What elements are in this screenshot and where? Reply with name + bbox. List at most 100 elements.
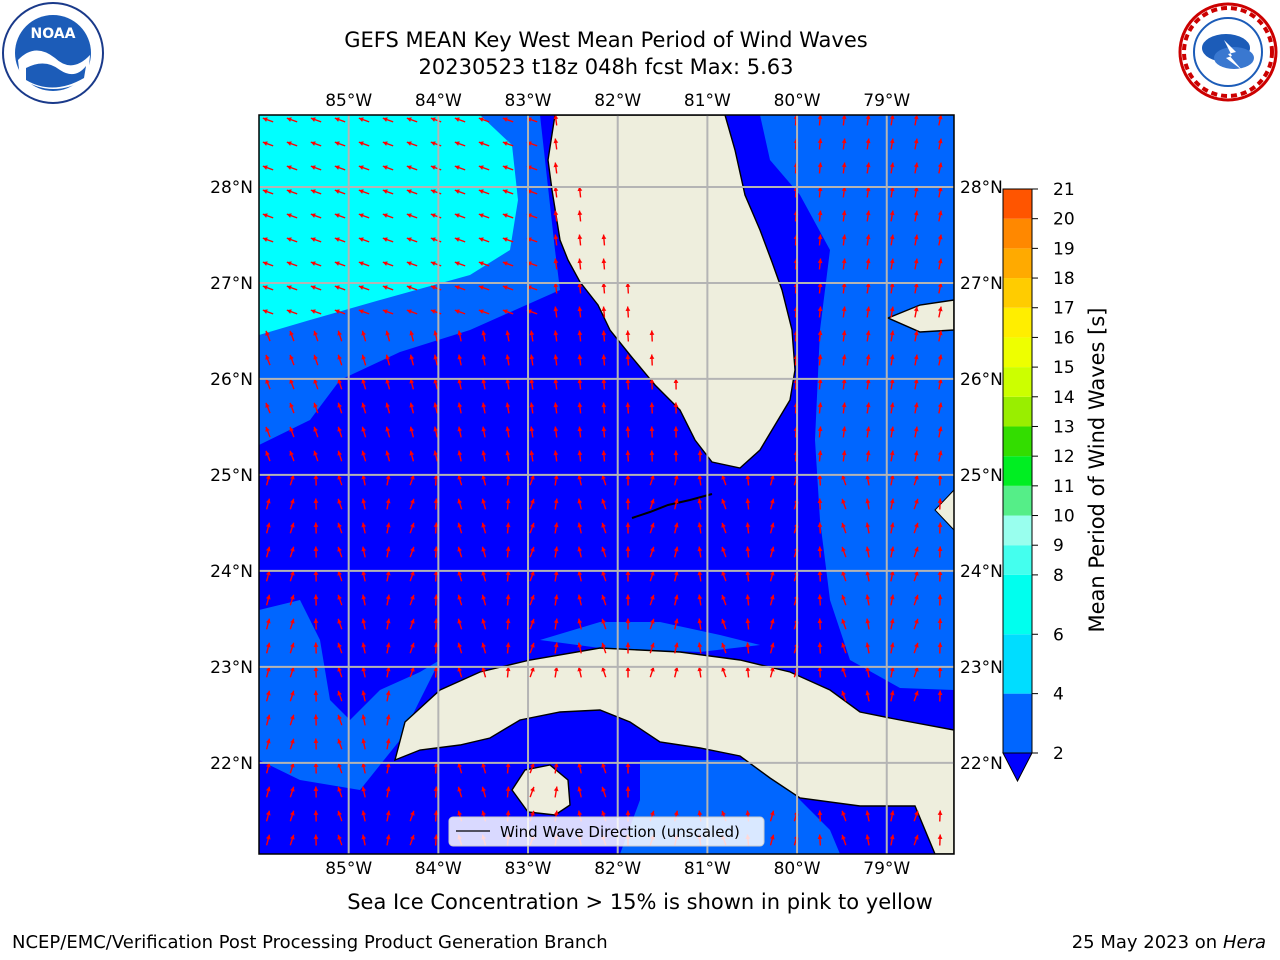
wave-direction-arrowhead	[505, 426, 511, 432]
wave-direction-arrowhead	[265, 618, 271, 624]
wave-direction-arrowhead	[290, 834, 295, 840]
wave-direction-arrowhead	[889, 186, 895, 192]
wave-direction-arrowhead	[481, 402, 487, 408]
wave-direction-arrowhead	[745, 546, 751, 552]
wave-direction-arrowhead	[889, 234, 895, 240]
wave-direction-arrowhead	[530, 474, 535, 480]
wave-direction-arrowhead	[337, 402, 342, 408]
wave-direction-arrowhead	[913, 306, 919, 312]
wave-direction-arrowhead	[889, 618, 895, 624]
wave-direction-arrowhead	[262, 309, 268, 314]
wave-direction-arrowhead	[505, 570, 511, 576]
wave-direction-arrowhead	[457, 354, 463, 360]
wave-direction-arrowhead	[817, 570, 823, 576]
wave-direction-arrowhead	[361, 834, 367, 840]
wave-direction-arrowhead	[937, 618, 943, 623]
wave-direction-arrowhead	[601, 474, 606, 480]
wave-direction-arrowhead	[889, 426, 895, 432]
wave-direction-arrowhead	[478, 117, 484, 122]
wave-direction-arrowhead	[889, 834, 895, 840]
wave-direction-arrowhead	[650, 594, 655, 600]
wave-direction-arrowhead	[769, 570, 775, 576]
wave-direction-arrowhead	[361, 450, 366, 456]
wave-direction-arrowhead	[721, 666, 726, 672]
colorbar-tick-label: 14	[1053, 388, 1075, 408]
wave-direction-arrowhead	[502, 117, 508, 122]
wave-direction-arrowhead	[745, 474, 751, 480]
wave-direction-arrowhead	[721, 522, 726, 528]
wave-direction-arrowhead	[433, 354, 439, 360]
wave-direction-arrowhead	[553, 354, 559, 360]
wave-direction-arrowhead	[865, 594, 871, 600]
map-axis-labels: 85°W 85°W 84°W 84°W 83°W 83°W 82°W 82°W 81°W 81°W…	[210, 91, 1003, 879]
wave-direction-arrowhead	[265, 738, 271, 744]
wave-direction-arrowhead	[337, 450, 342, 456]
wave-direction-arrowhead	[433, 426, 439, 432]
wave-direction-arrowhead	[502, 189, 508, 194]
nws-logo	[1178, 2, 1278, 102]
wave-direction-arrowhead	[889, 162, 895, 168]
wave-direction-arrowhead	[769, 834, 775, 840]
run-date: 25 May 2023 on Hera	[1072, 932, 1266, 953]
wave-direction-arrowhead	[865, 138, 871, 144]
wave-direction-arrowhead	[478, 309, 484, 314]
wave-direction-arrowhead	[650, 522, 655, 528]
wave-direction-arrowhead	[914, 618, 919, 624]
lat-label-right: 23°N	[960, 658, 1003, 678]
wave-direction-arrowhead	[358, 261, 364, 266]
wave-direction-arrowhead	[913, 138, 919, 144]
wave-direction-arrowhead	[553, 138, 559, 144]
wave-direction-arrowhead	[530, 618, 535, 624]
wave-direction-arrowhead	[650, 810, 655, 816]
wave-direction-arrowhead	[530, 810, 535, 816]
wave-direction-arrowhead	[385, 810, 391, 816]
wave-direction-arrowhead	[478, 189, 484, 194]
machine-name: Hera	[1222, 932, 1266, 953]
wave-direction-arrowhead	[553, 522, 559, 528]
wave-direction-arrowhead	[505, 666, 511, 672]
wave-direction-arrowhead	[433, 666, 439, 672]
wave-direction-arrowhead	[673, 450, 679, 455]
wave-direction-arrowhead	[286, 189, 292, 194]
wave-direction-arrowhead	[505, 642, 511, 648]
wave-direction-arrowhead	[478, 285, 484, 290]
wave-direction-arrowhead	[433, 618, 439, 624]
wave-direction-arrowhead	[841, 402, 847, 408]
wave-direction-arrowhead	[841, 186, 847, 192]
wave-direction-arrowhead	[430, 261, 436, 266]
wave-direction-arrowhead	[649, 402, 655, 407]
wave-direction-arrowhead	[841, 234, 847, 240]
map-plot-area	[259, 115, 954, 854]
wave-direction-arrowhead	[265, 810, 271, 816]
wave-direction-arrowhead	[841, 618, 846, 624]
wave-direction-arrowhead	[334, 189, 340, 194]
wave-direction-arrowhead	[385, 450, 391, 456]
wave-direction-arrowhead	[454, 237, 460, 242]
wave-direction-arrowhead	[290, 522, 295, 528]
wave-direction-arrowhead	[937, 690, 943, 695]
wave-direction-arrowhead	[286, 237, 292, 242]
wave-direction-arrowhead	[481, 354, 487, 360]
wave-direction-arrowhead	[361, 618, 367, 624]
wave-direction-arrowhead	[334, 117, 340, 122]
lat-label-left: 26°N	[210, 370, 253, 390]
contour-2to4-cuba-north	[540, 622, 760, 652]
wave-direction-arrowhead	[553, 234, 559, 240]
wave-direction-arrowhead	[385, 546, 391, 552]
wave-direction-arrowhead	[406, 261, 412, 266]
wave-direction-arrowhead	[697, 594, 703, 600]
wave-direction-arrowhead	[409, 450, 415, 456]
colorbar-segment	[1003, 218, 1032, 249]
wave-direction-arrowhead	[289, 426, 294, 432]
graticule	[259, 115, 954, 854]
wave-direction-arrowhead	[625, 786, 631, 791]
lon-label-bottom: 85°W	[325, 859, 372, 879]
wave-direction-arrowhead	[481, 498, 486, 504]
wave-direction-arrowhead	[361, 522, 367, 528]
wave-direction-arrowhead	[433, 402, 439, 408]
wave-direction-arrowhead	[841, 426, 847, 432]
wave-direction-arrowhead	[454, 117, 460, 122]
wave-direction-arrowhead	[553, 642, 559, 648]
wave-direction-arrowhead	[313, 498, 319, 503]
